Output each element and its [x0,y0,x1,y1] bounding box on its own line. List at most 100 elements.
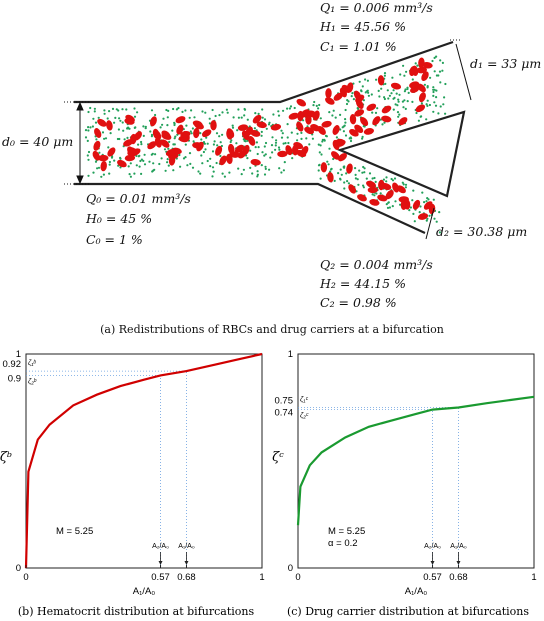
red-blood-cell [98,154,109,162]
drug-carrier [109,132,112,135]
drug-carrier [332,157,335,161]
drug-carrier [144,127,147,130]
drug-carrier [421,191,424,194]
drug-carrier [281,132,284,135]
drug-carrier [102,173,105,176]
drug-carrier [190,132,193,135]
drug-carrier [140,140,143,144]
drug-carrier [264,141,268,145]
drug-carrier [143,153,146,156]
drug-carrier [212,170,215,173]
drug-carrier [209,157,212,160]
red-blood-cell [161,130,171,139]
drug-carrier [438,211,441,214]
red-blood-cell [346,163,353,174]
drug-carrier [256,152,259,156]
red-blood-cell [338,153,347,162]
red-blood-cell [228,143,235,155]
drug-carrier [347,182,350,185]
drug-carrier [275,139,278,142]
drug-carrier [94,160,98,163]
drug-carrier [253,127,256,130]
drug-carrier [235,142,238,145]
red-blood-cell [149,116,157,127]
drug-carrier [317,107,320,110]
drug-carrier [140,158,143,161]
drug-carrier [119,119,122,122]
drug-carrier [119,157,122,160]
chart-hematocrit: 0 0.57 0.68 1 0 1 A₂/A₀ A₁/A₀ 0.92 ζ₁ᵇ 0.9 ζ₂ᵇ M = 5… [0,340,272,621]
zeta-symbol-label: ζ₂ᶜ [300,413,309,420]
drug-carrier [166,161,169,164]
drug-carrier [216,144,219,147]
drug-carrier [401,181,404,184]
drug-carrier [243,114,246,117]
drug-carrier [346,180,349,183]
drug-carrier [84,129,88,132]
drug-carrier [212,143,215,146]
drug-carrier [287,141,290,145]
drug-carrier [409,206,412,209]
drug-carrier [392,108,395,111]
drug-carrier [408,209,411,212]
red-blood-cell [327,172,334,183]
drug-carrier [432,110,435,113]
drug-carrier [199,172,202,175]
drug-carrier [152,169,155,172]
red-blood-cell [418,57,425,68]
x-axis-label: A₁/A₀ [133,586,156,597]
drug-carrier [331,114,334,117]
drug-carrier [403,90,406,93]
red-blood-cell [165,149,176,157]
drug-carrier [317,143,320,146]
drug-carrier [164,169,167,172]
red-blood-cell [331,151,340,160]
drug-carrier [251,172,254,175]
y-tick-label: 0 [16,563,21,574]
drug-carrier [263,145,266,148]
drug-carrier [361,171,364,174]
drug-carrier [320,153,323,156]
drug-carrier [108,172,111,175]
drug-carrier [291,157,294,160]
red-blood-cell [423,201,433,210]
drug-carrier [342,125,345,128]
drug-carrier [87,129,90,132]
drug-carrier [106,117,109,120]
drug-carrier [135,164,138,167]
drug-carrier [317,169,320,172]
drug-carrier [337,172,340,175]
drug-carrier [438,70,442,73]
drug-carrier [428,214,431,217]
drug-carrier [202,150,205,154]
drug-carrier [428,103,431,107]
drug-carrier [115,108,118,111]
drug-carrier [386,206,390,209]
drug-carrier [215,132,219,135]
drug-carrier [319,177,322,180]
drug-carrier [373,176,376,180]
drug-carrier [138,154,141,157]
dimension-d1 [450,39,472,101]
red-blood-cell [256,121,267,129]
drug-carrier [413,220,416,223]
drug-carrier [191,127,194,130]
drug-carrier [129,175,132,178]
drug-carrier [97,166,101,169]
drug-carrier [280,171,283,174]
drug-carrier [193,116,196,119]
drug-carrier [246,157,249,160]
drug-carrier [425,200,428,203]
drug-carrier [184,156,187,159]
drug-carrier [136,111,139,114]
red-blood-cell [160,139,170,148]
drug-carrier [423,201,426,204]
drug-carrier [296,139,299,142]
drug-carrier [370,93,373,96]
drug-carrier [92,117,95,120]
drug-carrier [237,167,240,170]
drug-carrier [426,217,429,220]
red-blood-cell [94,128,102,138]
drug-carrier [86,154,89,157]
drug-carrier [154,113,157,117]
